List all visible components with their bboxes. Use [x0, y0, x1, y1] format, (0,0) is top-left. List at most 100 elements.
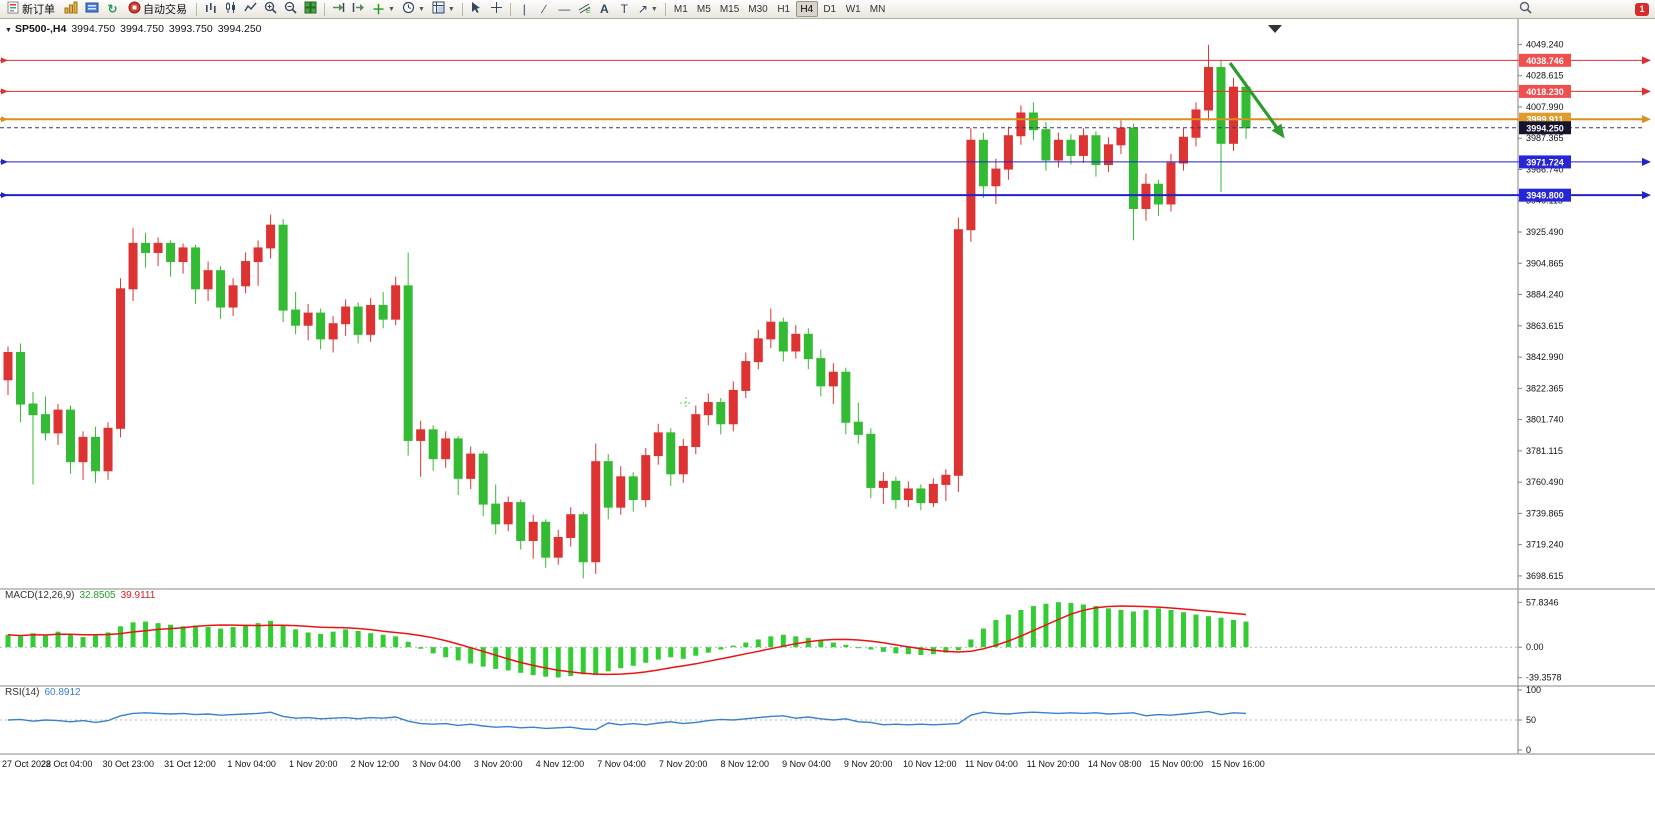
svg-text:15 Nov 16:00: 15 Nov 16:00 — [1211, 759, 1265, 769]
svg-text:3994.250: 3994.250 — [1526, 123, 1564, 133]
price-tag: 3971.724 — [1519, 155, 1571, 169]
chart-candles-button[interactable] — [221, 1, 240, 18]
templates-button[interactable]: ▼ — [429, 1, 458, 18]
price-tag: 4018.230 — [1519, 84, 1571, 98]
refresh-button[interactable]: ↻ — [103, 1, 122, 18]
macd-panel: 57.8346 0.00 -39.3578 — [0, 597, 1562, 683]
svg-text:4018.230: 4018.230 — [1526, 87, 1564, 97]
cursor-button[interactable] — [467, 1, 486, 18]
vertical-line-button[interactable]: | — [515, 1, 534, 18]
timeframe-m15-button[interactable]: M15 — [716, 1, 743, 17]
toolbar-separator — [664, 2, 666, 16]
svg-text:10 Nov 12:00: 10 Nov 12:00 — [903, 759, 957, 769]
chart-shift-button[interactable] — [349, 1, 368, 18]
autotrading-icon — [128, 1, 141, 17]
new-chart-icon — [64, 1, 78, 17]
svg-text:50: 50 — [1526, 715, 1536, 725]
toolbar-separator — [324, 2, 325, 16]
notification-badge[interactable]: 1 — [1635, 2, 1649, 16]
vertical-line-icon: | — [522, 2, 526, 16]
svg-text:1 Nov 20:00: 1 Nov 20:00 — [289, 759, 338, 769]
timeframe-m1-button[interactable]: M1 — [670, 1, 692, 17]
svg-text:3822.365: 3822.365 — [1526, 383, 1564, 393]
new-order-button[interactable]: 新订单 — [2, 1, 60, 18]
timeframe-d1-button[interactable]: D1 — [819, 1, 841, 17]
svg-text:57.8346: 57.8346 — [1526, 597, 1559, 607]
autoscroll-button[interactable] — [329, 1, 348, 18]
market-watch-button[interactable] — [82, 1, 102, 18]
clock-icon — [402, 1, 415, 17]
toolbar-separator — [461, 2, 463, 16]
chevron-down-icon: ▼ — [650, 5, 658, 13]
horizontal-line-button[interactable]: — — [555, 1, 574, 18]
svg-text:3904.865: 3904.865 — [1526, 258, 1564, 268]
svg-text:3971.724: 3971.724 — [1526, 157, 1564, 167]
chart-bars-button[interactable] — [201, 1, 220, 18]
text-button[interactable]: A — [595, 1, 614, 18]
svg-text:1 Nov 04:00: 1 Nov 04:00 — [227, 759, 276, 769]
zoom-out-button[interactable] — [281, 1, 300, 18]
svg-text:-39.3578: -39.3578 — [1526, 673, 1562, 683]
tile-windows-button[interactable] — [301, 1, 320, 18]
add-indicator-icon: ＋ — [372, 1, 386, 17]
periods-button[interactable]: ▼ — [399, 1, 428, 18]
timeframe-h4-button[interactable]: H4 — [795, 1, 818, 17]
search-icon — [1519, 1, 1532, 17]
market-watch-icon — [85, 1, 99, 17]
timeframe-w1-button[interactable]: W1 — [842, 1, 865, 17]
sell-arrow-annotation — [1228, 62, 1285, 139]
svg-text:9 Nov 20:00: 9 Nov 20:00 — [844, 759, 893, 769]
timeframe-m5-button[interactable]: M5 — [693, 1, 715, 17]
tile-windows-icon — [304, 1, 317, 17]
bar-chart-icon — [204, 1, 217, 17]
timeframe-h1-button[interactable]: H1 — [773, 1, 795, 17]
svg-text:11 Nov 20:00: 11 Nov 20:00 — [1027, 759, 1080, 769]
zoom-in-icon — [264, 1, 277, 17]
text-label-button[interactable]: T — [615, 1, 634, 18]
svg-text:0.00: 0.00 — [1526, 642, 1544, 652]
svg-text:0: 0 — [1526, 745, 1531, 755]
trendline-button[interactable]: ∕ — [535, 1, 554, 18]
svg-text:3 Nov 20:00: 3 Nov 20:00 — [474, 759, 523, 769]
zoom-out-icon — [284, 1, 297, 17]
indicators-button[interactable]: ＋ ▼ — [369, 1, 398, 18]
svg-text:4007.990: 4007.990 — [1526, 102, 1564, 112]
chart-line-button[interactable] — [241, 1, 260, 18]
chevron-down-icon: ▼ — [447, 5, 455, 13]
arrows-button[interactable]: ↗ ▼ — [635, 1, 661, 18]
autotrading-button[interactable]: 自动交易 — [123, 1, 192, 18]
svg-text:3863.615: 3863.615 — [1526, 321, 1564, 331]
new-chart-button[interactable] — [61, 1, 81, 18]
chart-canvas[interactable]: 4049.240 4028.615 4007.990 3987.365 3966.740… — [0, 19, 1655, 778]
svg-text:7 Nov 20:00: 7 Nov 20:00 — [659, 759, 708, 769]
svg-text:27 Oct 2022: 27 Oct 2022 — [2, 759, 51, 769]
svg-text:4 Nov 12:00: 4 Nov 12:00 — [536, 759, 585, 769]
candles — [3, 44, 1251, 579]
svg-text:3698.615: 3698.615 — [1526, 571, 1564, 581]
svg-text:14 Nov 08:00: 14 Nov 08:00 — [1088, 759, 1142, 769]
search-button[interactable] — [1516, 1, 1535, 18]
crosshair-button[interactable] — [487, 1, 506, 18]
svg-text:3884.240: 3884.240 — [1526, 290, 1564, 300]
arrow-tool-icon: ↗ — [637, 2, 648, 16]
equidistant-channel-button[interactable]: E — [575, 1, 594, 18]
svg-text:4049.240: 4049.240 — [1526, 39, 1564, 49]
rsi-line — [7, 710, 1247, 731]
new-order-icon — [7, 1, 20, 17]
svg-text:3739.865: 3739.865 — [1526, 508, 1564, 518]
timeframe-m30-button[interactable]: M30 — [744, 1, 771, 17]
label-tool-icon: T — [620, 2, 628, 16]
zoom-in-button[interactable] — [261, 1, 280, 18]
svg-text:28 Oct 04:00: 28 Oct 04:00 — [41, 759, 93, 769]
chart-shift-icon — [352, 1, 365, 17]
autoscroll-icon — [332, 1, 345, 17]
macd-signal-line — [7, 605, 1247, 676]
svg-text:3966.740: 3966.740 — [1526, 164, 1564, 174]
timeframe-mn-button[interactable]: MN — [866, 1, 890, 17]
refresh-icon: ↻ — [107, 2, 118, 16]
svg-text:4038.746: 4038.746 — [1526, 56, 1564, 66]
svg-text:3925.490: 3925.490 — [1526, 227, 1564, 237]
svg-text:3949.800: 3949.800 — [1526, 191, 1564, 201]
